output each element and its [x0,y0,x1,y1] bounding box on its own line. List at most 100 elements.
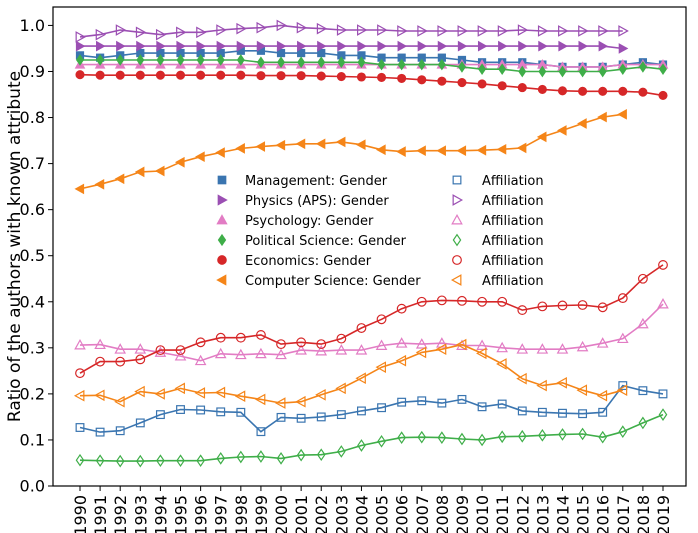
data-point [235,348,247,360]
data-point [558,40,569,52]
data-point [236,407,246,417]
x-tick-label: 2017 [614,495,633,533]
data-point [497,81,507,91]
data-point [196,454,205,468]
data-point [477,402,487,412]
data-point [76,54,84,66]
series-10 [75,260,668,379]
series-line [80,63,663,68]
x-tick-label: 2016 [594,495,613,533]
data-point [296,71,306,81]
data-point [576,384,588,397]
data-point [437,58,446,71]
data-point [256,450,266,463]
data-point [417,396,427,406]
data-point [457,77,467,88]
data-point [74,183,85,195]
plot-frame [52,6,687,487]
series-11 [73,338,628,409]
legend-label: Affiliation [482,274,544,289]
data-point [477,40,488,52]
data-point [96,40,106,52]
data-point [377,403,386,413]
data-point [637,317,649,329]
data-point [316,22,328,35]
x-tick-label: 1996 [192,495,211,533]
data-point [397,397,407,407]
data-point [456,145,467,157]
data-point [214,347,227,359]
x-tick-label: 2014 [553,495,572,533]
data-point [75,423,85,432]
series-line [79,24,623,38]
data-point [578,40,589,52]
y-tick-label: 0.7 [20,154,45,173]
data-point [616,332,629,344]
data-point [216,452,226,465]
legend-label: Affiliation [482,214,544,229]
data-point [435,343,447,356]
data-point [295,138,306,150]
data-point [618,63,627,76]
data-point [315,388,326,401]
data-point [256,71,266,81]
data-point [557,300,568,311]
data-point [174,350,187,361]
data-point [457,40,468,52]
legend-marker [216,214,228,225]
data-point [516,372,527,385]
data-point [176,54,185,66]
x-tick-label: 2018 [634,495,653,533]
data-point [357,40,367,52]
data-point [95,356,106,367]
y-tick-label: 0.2 [20,384,45,403]
data-point [537,301,548,312]
data-point [196,70,206,80]
data-point [75,70,85,80]
data-point [558,25,569,37]
data-point [618,25,629,37]
data-point [517,429,527,443]
data-point [134,385,145,398]
data-point [497,25,509,37]
data-point [437,40,448,52]
series-line [79,73,664,97]
data-point [618,425,628,438]
data-point [376,144,386,156]
data-point [638,61,647,73]
data-point [135,454,145,468]
data-point [516,343,529,354]
y-tick-label: 0.1 [20,430,45,449]
data-point [296,448,306,462]
data-point [196,405,206,415]
data-point [175,345,186,356]
data-point [397,431,406,444]
x-tick-label: 2003 [332,495,351,533]
data-point [195,337,206,348]
data-point [578,427,587,441]
data-point [396,303,407,314]
data-point [274,397,286,409]
series-1 [75,40,629,54]
data-point [518,65,527,78]
data-point [256,56,265,69]
data-point [114,173,125,185]
data-point [95,427,105,437]
y-tick-label: 0.5 [20,246,45,265]
legend-marker [452,233,462,247]
data-point [597,302,608,313]
x-tick-label: 1999 [252,495,271,533]
legend-entry: Affiliation [450,274,544,289]
data-point [658,260,668,270]
data-point [276,71,286,81]
x-tick-label: 2009 [453,495,472,533]
data-point [377,72,387,83]
data-point [578,25,589,37]
legend-label: Political Science: Gender [245,234,407,249]
data-point [176,40,187,52]
legend-entry: Affiliation [452,254,544,269]
data-point [598,40,609,52]
data-point [235,143,245,154]
data-point [395,337,408,348]
data-point [457,432,467,446]
